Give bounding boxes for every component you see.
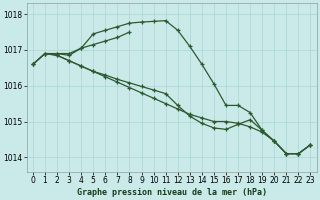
X-axis label: Graphe pression niveau de la mer (hPa): Graphe pression niveau de la mer (hPa) (77, 188, 267, 197)
